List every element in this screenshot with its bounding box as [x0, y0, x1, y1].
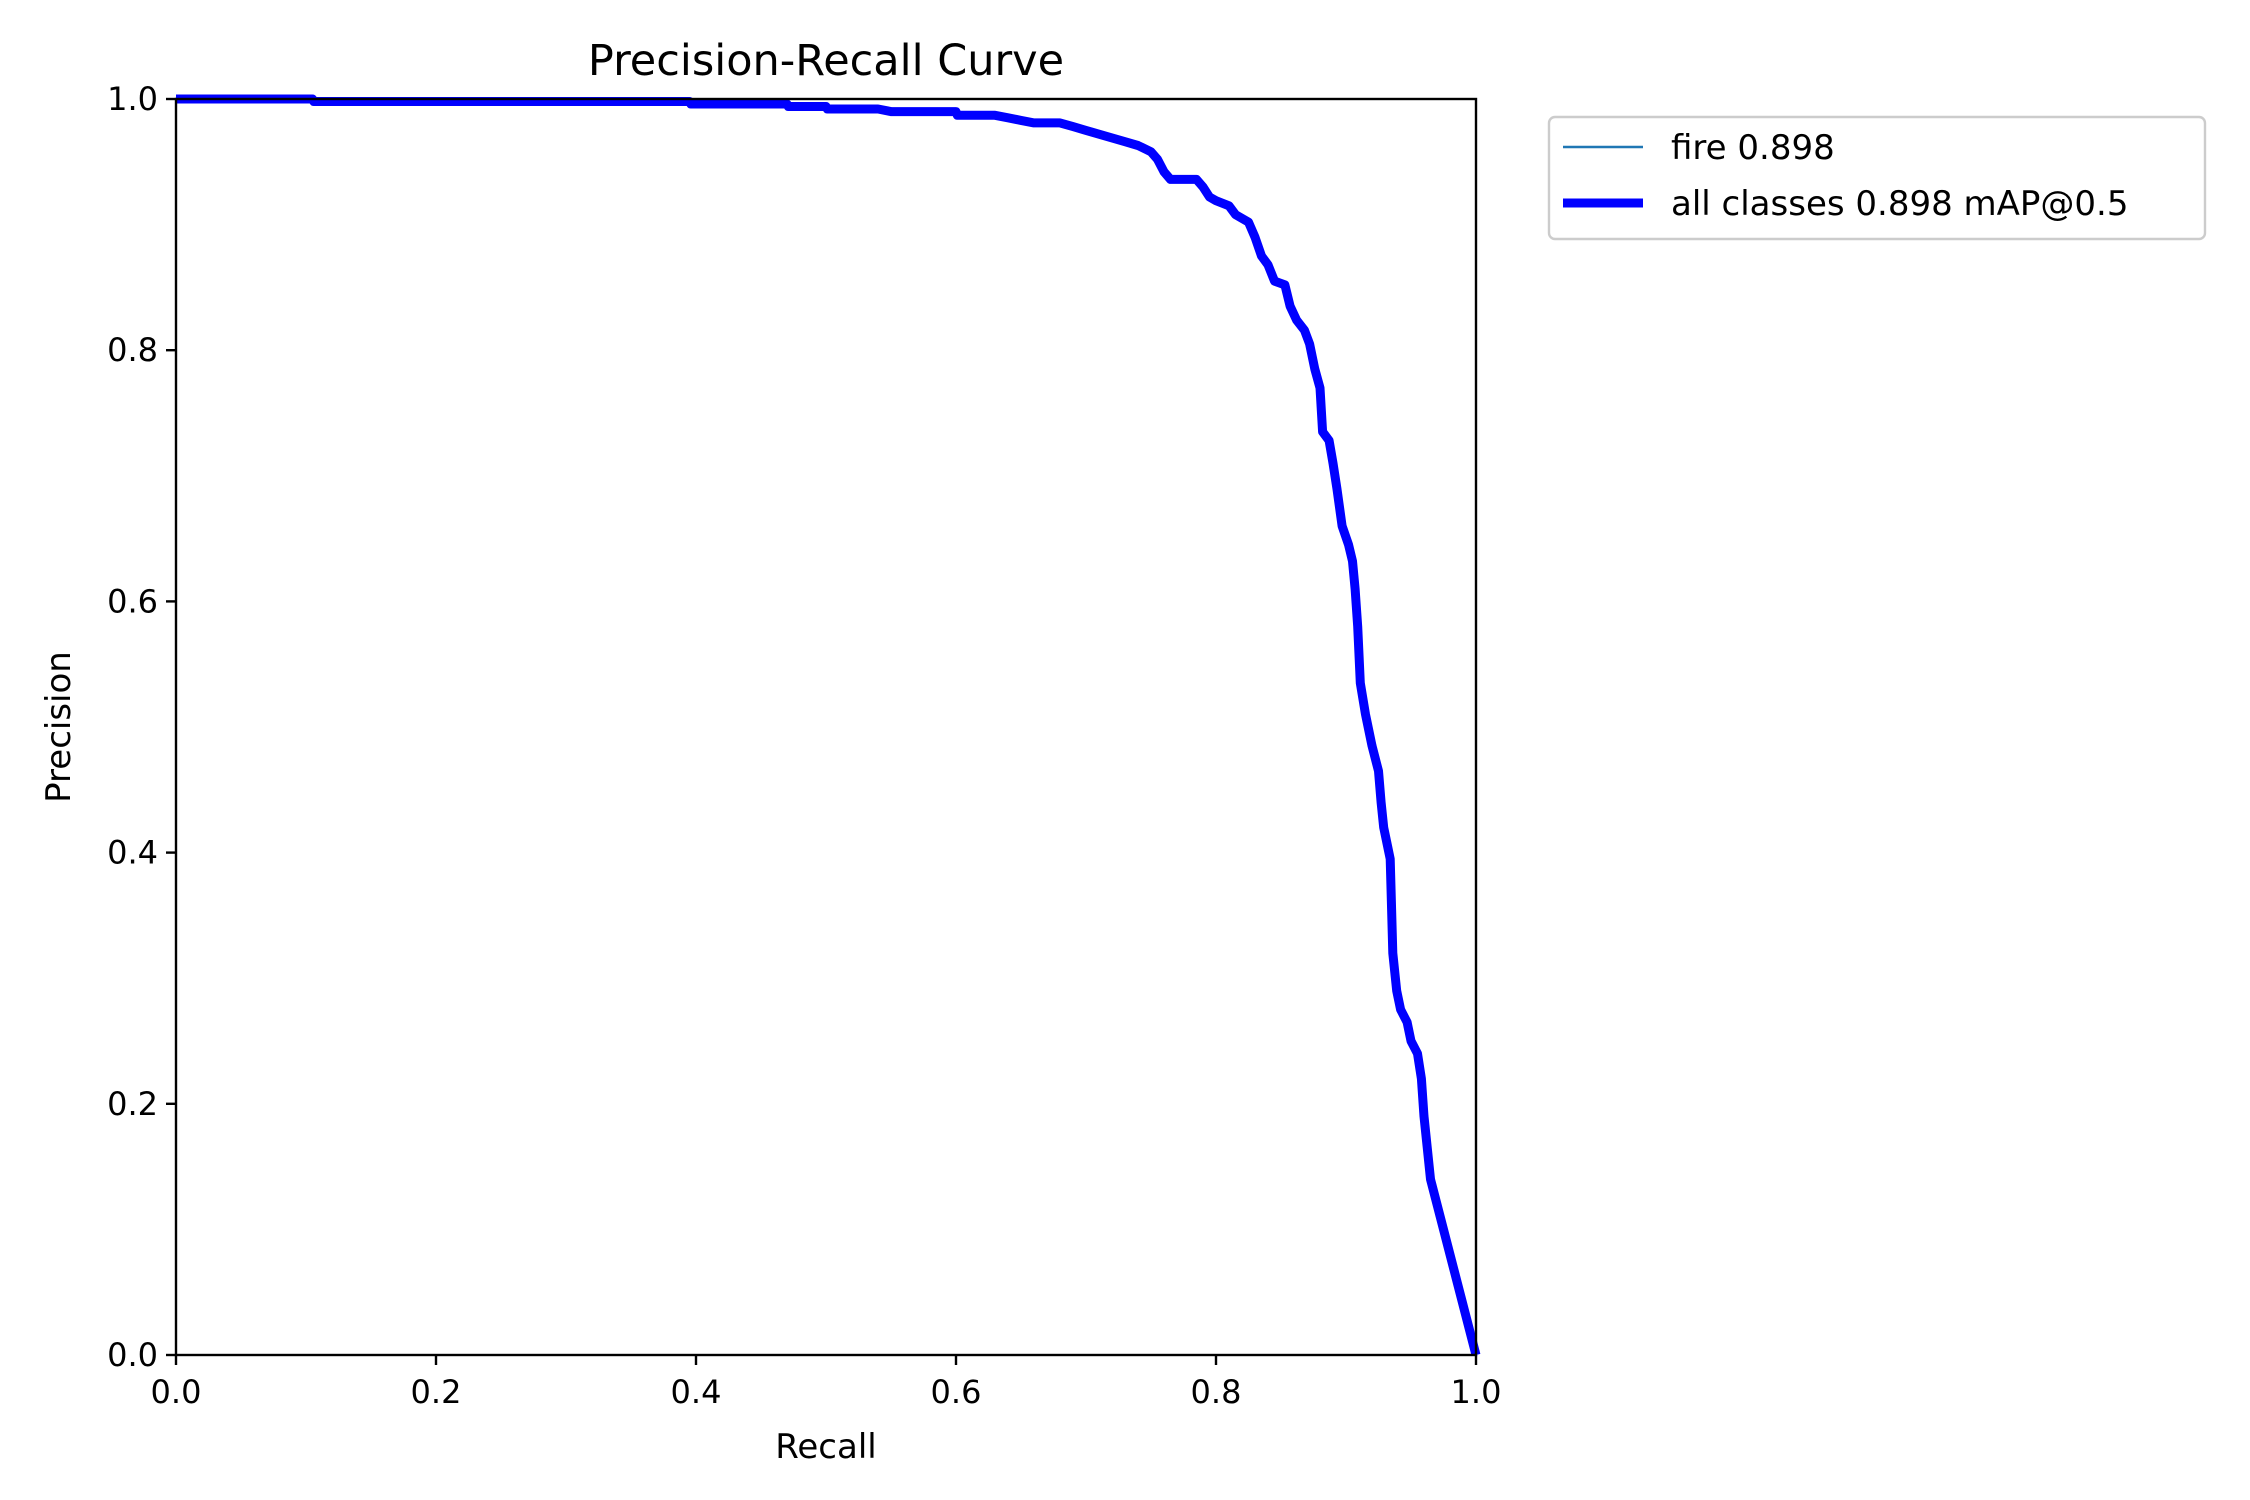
y-tick-label: 0.0 — [107, 1336, 158, 1374]
legend: fire 0.898 all classes 0.898 mAP@0.5 — [1547, 115, 2207, 241]
x-tick-label: 1.0 — [1451, 1373, 1502, 1411]
plot-frame — [174, 97, 1478, 1357]
x-tick-label: 0.0 — [151, 1373, 202, 1411]
x-tick-label: 0.2 — [411, 1373, 462, 1411]
y-tick-label: 1.0 — [107, 80, 158, 118]
x-tick-label: 0.8 — [1191, 1373, 1242, 1411]
legend-label-fire: fire 0.898 — [1671, 128, 1835, 168]
x-axis-title: Recall — [775, 1427, 876, 1467]
y-tick-label: 0.4 — [107, 834, 158, 872]
y-tick-label: 0.6 — [107, 582, 158, 620]
series-line-all-classes — [176, 94, 1481, 1357]
legend-label-all-classes: all classes 0.898 mAP@0.5 — [1671, 184, 2128, 224]
legend-box — [1547, 115, 2207, 241]
y-tick-label: 0.2 — [107, 1085, 158, 1123]
y-axis: 0.0 0.2 0.4 0.6 0.8 1.0 — [107, 80, 176, 1374]
plot-area — [176, 94, 1481, 1357]
y-tick-label: 0.8 — [107, 331, 158, 369]
x-tick-label: 0.4 — [671, 1373, 722, 1411]
chart-title: Precision-Recall Curve — [588, 36, 1064, 86]
x-tick-label: 0.6 — [931, 1373, 982, 1411]
x-axis: 0.0 0.2 0.4 0.6 0.8 1.0 — [151, 1355, 1502, 1411]
y-axis-title: Precision — [39, 651, 79, 803]
